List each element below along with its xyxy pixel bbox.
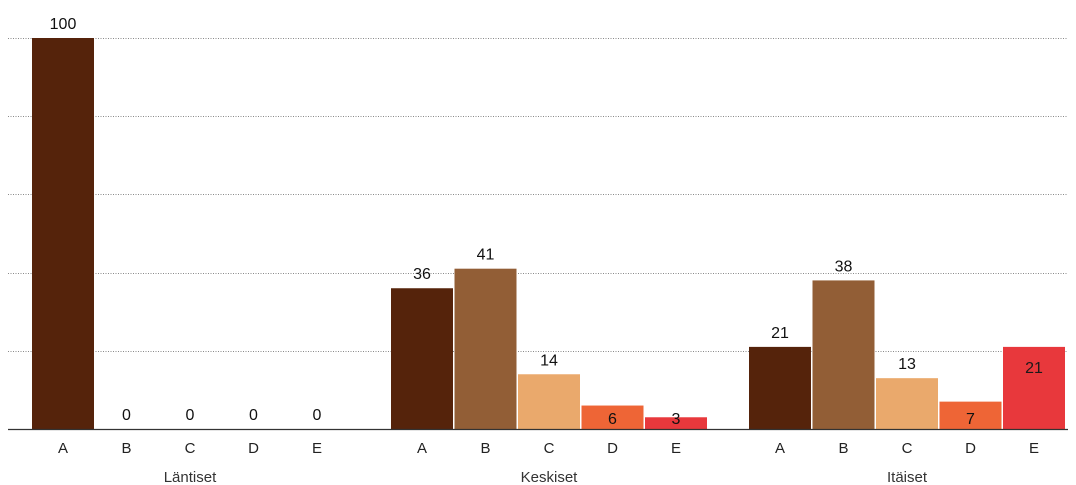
value-label-itäiset-b: 38 xyxy=(835,258,853,275)
bar-keskiset-c xyxy=(518,374,580,429)
bar-itäiset-b xyxy=(812,280,875,429)
tick-label-keskiset-a: A xyxy=(417,440,427,457)
value-label-läntiset-b: 0 xyxy=(122,407,131,424)
value-label-itäiset-a: 21 xyxy=(771,325,789,342)
tick-label-läntiset-e: E xyxy=(312,440,322,457)
tick-label-itäiset-c: C xyxy=(902,440,913,457)
tick-label-keskiset-c: C xyxy=(544,440,555,457)
tick-label-läntiset-d: D xyxy=(248,440,259,457)
tick-label-itäiset-d: D xyxy=(965,440,976,457)
value-label-itäiset-d: 7 xyxy=(966,411,975,428)
bar-keskiset-d xyxy=(581,405,644,429)
value-labels: 100 0 0 0 0 36 41 14 6 3 21 38 13 7 21 xyxy=(50,16,1043,428)
value-label-läntiset-a: 100 xyxy=(50,16,77,33)
tick-label-keskiset-b: B xyxy=(480,440,490,457)
bar-itäiset-c xyxy=(876,378,938,429)
value-label-keskiset-d: 6 xyxy=(608,411,617,428)
group-label-itäiset: Itäiset xyxy=(887,469,928,485)
tick-label-itäiset-e: E xyxy=(1029,440,1039,457)
group-label-läntiset: Läntiset xyxy=(164,469,217,485)
value-label-keskiset-a: 36 xyxy=(413,266,431,283)
bar-itäiset-a xyxy=(749,346,811,429)
tick-label-itäiset-a: A xyxy=(775,440,785,457)
bar-itäiset-e xyxy=(1003,346,1065,429)
value-label-itäiset-c: 13 xyxy=(898,356,916,373)
value-label-läntiset-d: 0 xyxy=(249,407,258,424)
tick-label-läntiset-c: C xyxy=(185,440,196,457)
bar-läntiset-a xyxy=(32,38,94,429)
gridlines xyxy=(8,38,1068,352)
tick-label-keskiset-d: D xyxy=(607,440,618,457)
group-label-keskiset: Keskiset xyxy=(521,469,579,485)
group-labels: Läntiset Keskiset Itäiset xyxy=(164,469,928,485)
value-label-keskiset-e: 3 xyxy=(672,411,681,428)
value-label-läntiset-c: 0 xyxy=(186,407,195,424)
value-label-itäiset-e: 21 xyxy=(1025,360,1043,377)
tick-label-läntiset-a: A xyxy=(58,440,68,457)
tick-label-keskiset-e: E xyxy=(671,440,681,457)
bar-keskiset-b xyxy=(454,268,517,429)
tick-label-itäiset-b: B xyxy=(838,440,848,457)
value-label-läntiset-e: 0 xyxy=(313,407,322,424)
bars xyxy=(32,38,1065,429)
tick-label-läntiset-b: B xyxy=(121,440,131,457)
bar-itäiset-d xyxy=(939,401,1002,429)
value-label-keskiset-b: 41 xyxy=(477,247,495,264)
bar-keskiset-a xyxy=(391,288,453,429)
value-label-keskiset-c: 14 xyxy=(540,352,558,369)
bar-keskiset-e xyxy=(645,417,707,429)
